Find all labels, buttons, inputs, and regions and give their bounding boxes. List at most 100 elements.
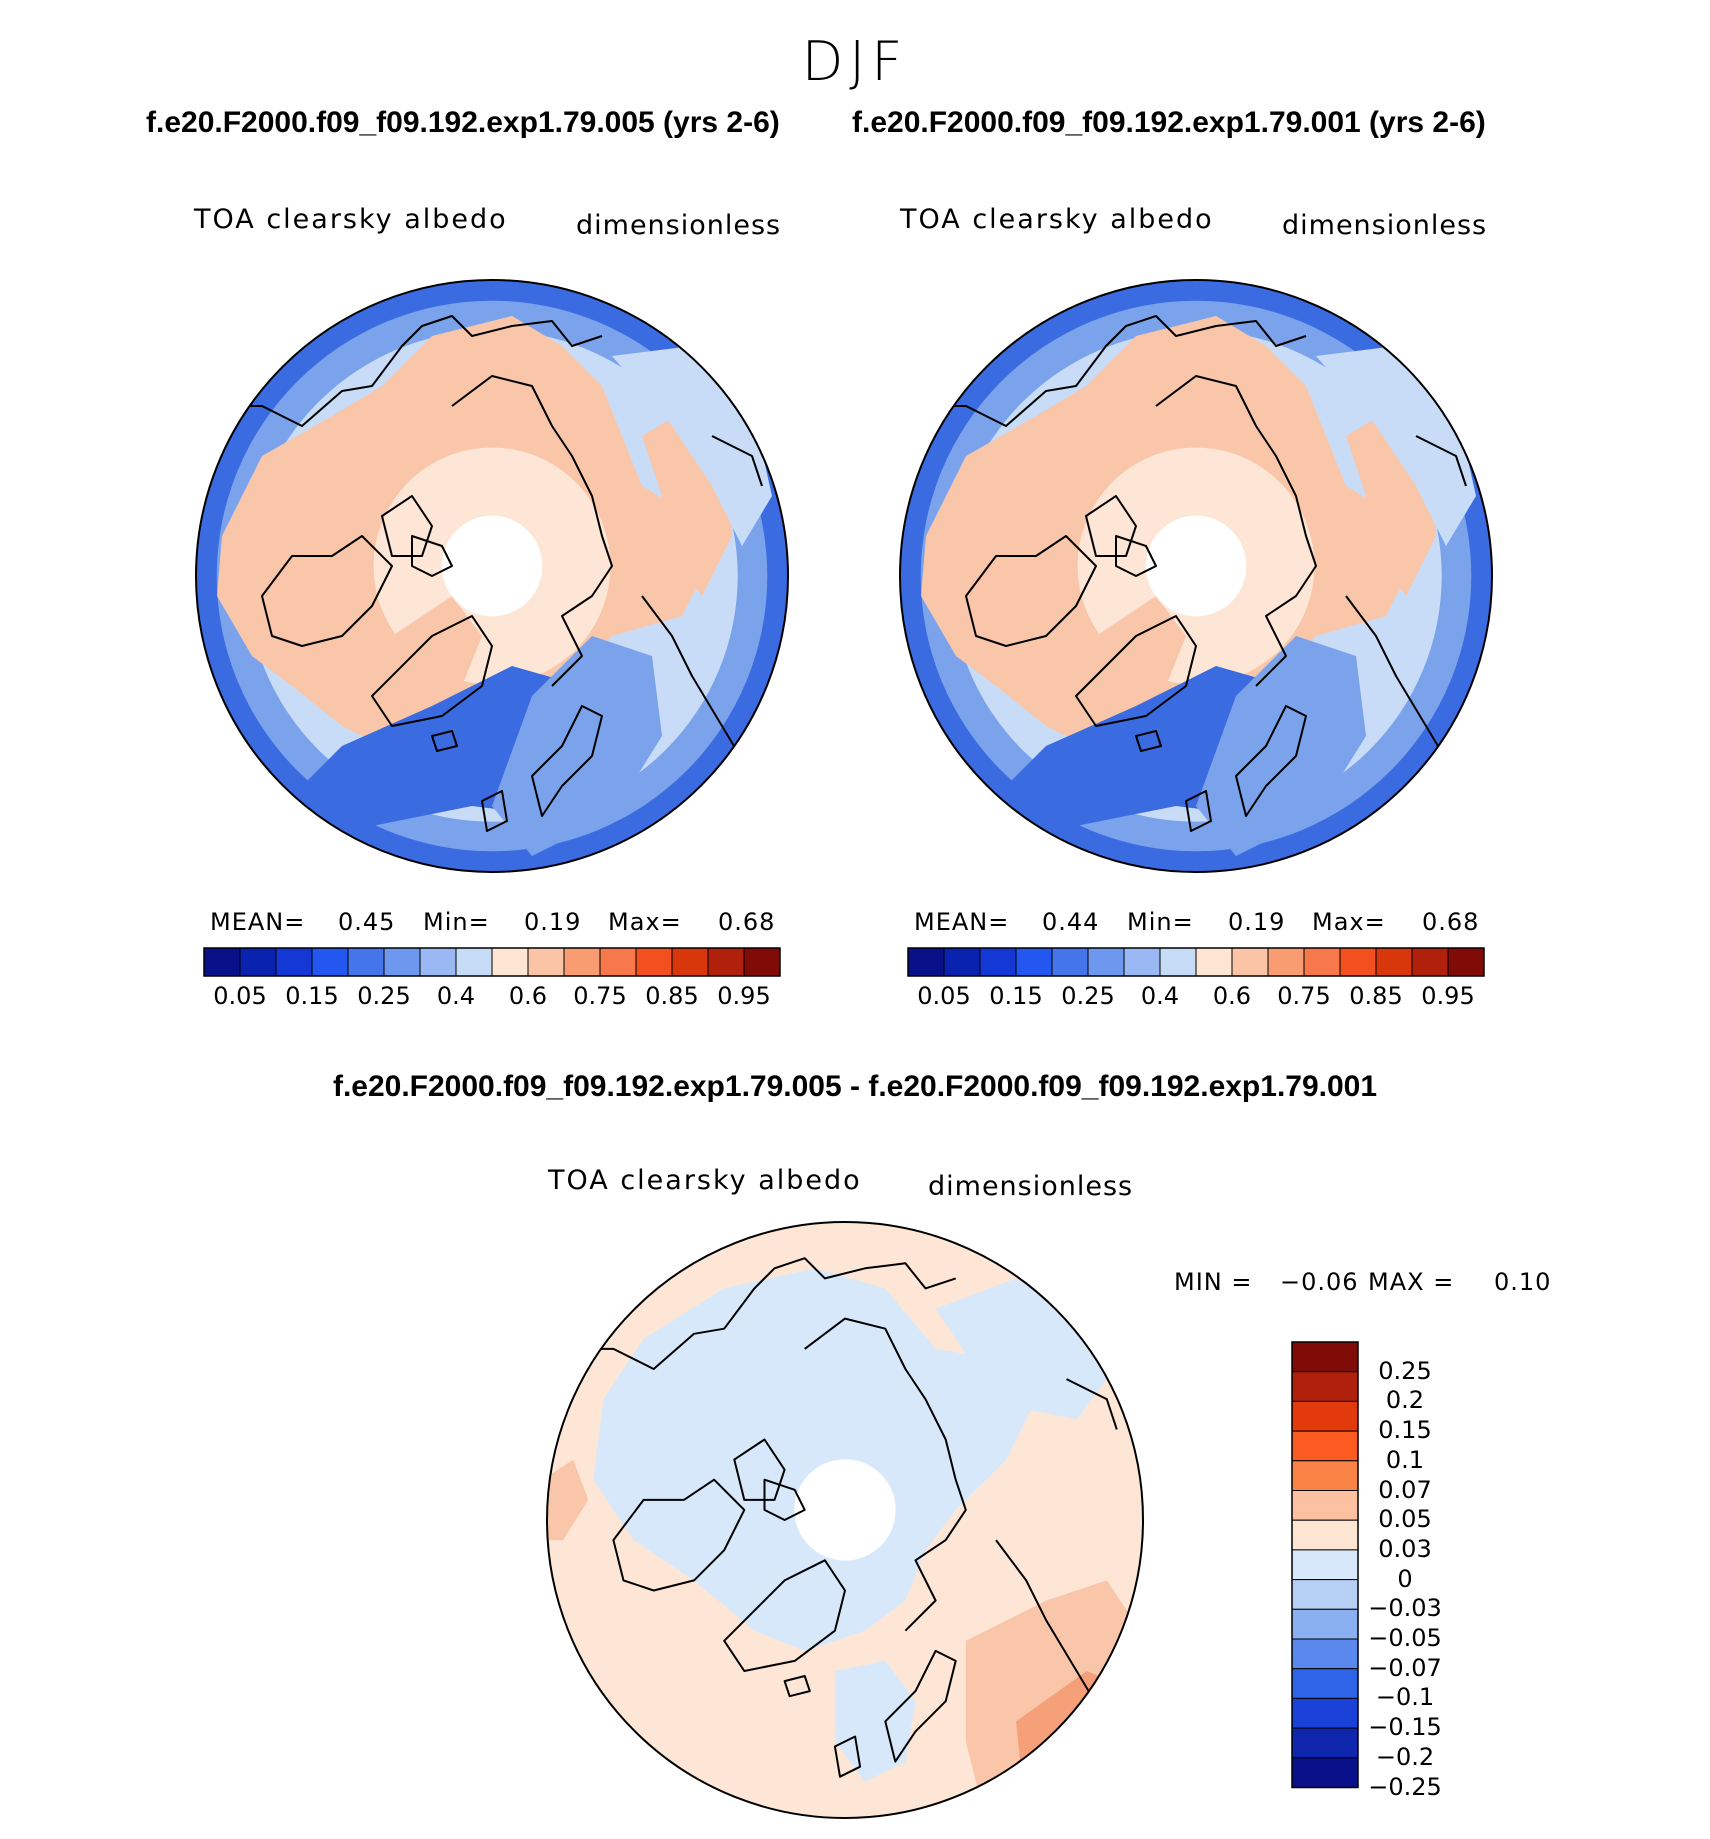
panel1-units: dimensionless — [576, 210, 782, 241]
coastline — [711, 435, 763, 487]
colorbar-frame — [203, 947, 781, 977]
colorbar-tick-label: 0.05 — [917, 982, 971, 1010]
colorbar-box — [1291, 1490, 1359, 1521]
panel2-units: dimensionless — [1282, 210, 1488, 241]
colorbar-tick-label: −0.2 — [1375, 1742, 1435, 1771]
colorbar-box — [419, 947, 457, 977]
coastline — [995, 1539, 1108, 1722]
europe — [492, 636, 662, 856]
colorbar-box — [1291, 1460, 1359, 1492]
coastline — [1345, 595, 1457, 777]
greenland-coast — [723, 1559, 846, 1672]
colorbar-tick-label: −0.03 — [1368, 1594, 1442, 1623]
colorbar-box — [1291, 1668, 1359, 1699]
britain-coast — [1185, 790, 1212, 832]
greenland-coast — [1075, 615, 1197, 727]
colorbar-tick-label: 0.15 — [989, 982, 1043, 1010]
colorbar-tick-label: 0.2 — [1385, 1386, 1425, 1415]
panel2-max-value: 0.68 — [1422, 908, 1480, 936]
colorbar-box — [275, 947, 313, 977]
colorbar-tick-label: 0.6 — [508, 982, 548, 1010]
colorbar-box — [1195, 947, 1233, 977]
colorbar-box — [1291, 1400, 1359, 1432]
colorbar-box — [203, 947, 241, 977]
coastlines — [563, 1257, 1118, 1778]
coastline — [612, 1478, 746, 1592]
iceland-coast — [1135, 730, 1162, 752]
colorbar-box — [527, 947, 565, 977]
colorbar-tick-label: 0.05 — [1378, 1505, 1432, 1534]
colorbar-box — [1339, 947, 1377, 977]
colorbar-tick-label: 0.15 — [285, 982, 339, 1010]
colorbar-box — [1123, 947, 1161, 977]
colorbar-tick-label: 0.4 — [1140, 982, 1180, 1010]
coastline — [1155, 375, 1317, 687]
colorbar-box — [1291, 1727, 1359, 1759]
season-title: DJF — [801, 30, 909, 93]
colorbar-tick-label: 0.85 — [1349, 982, 1403, 1010]
europe — [1196, 636, 1366, 856]
colorbar-tick-label: −0.15 — [1368, 1713, 1442, 1742]
pole-hole — [794, 1459, 896, 1561]
colorbar-box — [347, 947, 385, 977]
colorbar-box — [1159, 947, 1197, 977]
panel2-mean-value: 0.44 — [1042, 908, 1100, 936]
greenland — [362, 596, 482, 706]
colorbar-box — [491, 947, 529, 977]
colorbar-box — [1291, 1341, 1359, 1373]
pole-hole — [1145, 515, 1247, 617]
panel1-min-label: Min= — [423, 908, 490, 936]
colorbar-box — [311, 947, 349, 977]
greenland — [1066, 596, 1186, 706]
coastline — [804, 1317, 967, 1632]
scandinavia-coast — [884, 1649, 957, 1763]
colorbar-box — [907, 947, 945, 977]
case1-title: f.e20.F2000.f09_f09.192.exp1.79.005 (yrs… — [146, 106, 780, 139]
colorbar-box — [1291, 1638, 1359, 1670]
colorbar-box — [1291, 1430, 1359, 1462]
panel1-mean-label: MEAN= — [210, 908, 306, 936]
map-panel-1 — [195, 279, 789, 873]
colorbar-tick-label: 0.07 — [1378, 1475, 1432, 1504]
panel1-variable: TOA clearsky albedo — [194, 204, 508, 235]
coastline — [1066, 1378, 1118, 1430]
coastline — [641, 595, 753, 777]
coastline — [212, 315, 603, 427]
panel3-max-value: 0.10 — [1494, 1268, 1552, 1296]
colorbar-2 — [907, 947, 1485, 977]
colorbar-tick-label: 0 — [1397, 1564, 1413, 1593]
colorbar-box — [979, 947, 1017, 977]
panel2-mean-label: MEAN= — [914, 908, 1010, 936]
colorbar-box — [1087, 947, 1125, 977]
colorbar-box — [1303, 947, 1341, 977]
panel2-variable: TOA clearsky albedo — [900, 204, 1214, 235]
colorbar-tick-label: 0.85 — [645, 982, 699, 1010]
coastline — [563, 1257, 957, 1370]
colorbar-tick-label: 0.25 — [1378, 1356, 1432, 1385]
scandinavia-coast — [1235, 705, 1307, 817]
britain-coast — [833, 1735, 862, 1778]
colorbar-tick-label: 0.1 — [1385, 1445, 1425, 1474]
map-outline — [195, 279, 789, 873]
coastline — [451, 375, 613, 687]
colorbar-box — [599, 947, 637, 977]
coastline — [261, 535, 393, 647]
colorbar-box — [563, 947, 601, 977]
colorbar-tick-label: −0.07 — [1368, 1653, 1442, 1682]
panel1-mean-value: 0.45 — [338, 908, 396, 936]
colorbar-box — [1015, 947, 1053, 977]
map-panel-2 — [899, 279, 1493, 873]
colorbar-tick-label: −0.1 — [1375, 1683, 1435, 1712]
colorbar-frame — [1291, 1341, 1359, 1789]
iceland-coast — [783, 1675, 811, 1698]
colorbar-box — [1291, 1519, 1359, 1551]
colorbar-box — [671, 947, 709, 977]
colorbar-box — [1267, 947, 1305, 977]
panel1-max-label: Max= — [608, 908, 682, 936]
colorbar-box — [1291, 1608, 1359, 1640]
colorbar-tick-label: 0.03 — [1378, 1534, 1432, 1563]
colorbar-box — [1291, 1697, 1359, 1729]
colorbar-box — [635, 947, 673, 977]
colorbar-1 — [203, 947, 781, 977]
colorbar-tick-label: −0.25 — [1368, 1772, 1442, 1801]
